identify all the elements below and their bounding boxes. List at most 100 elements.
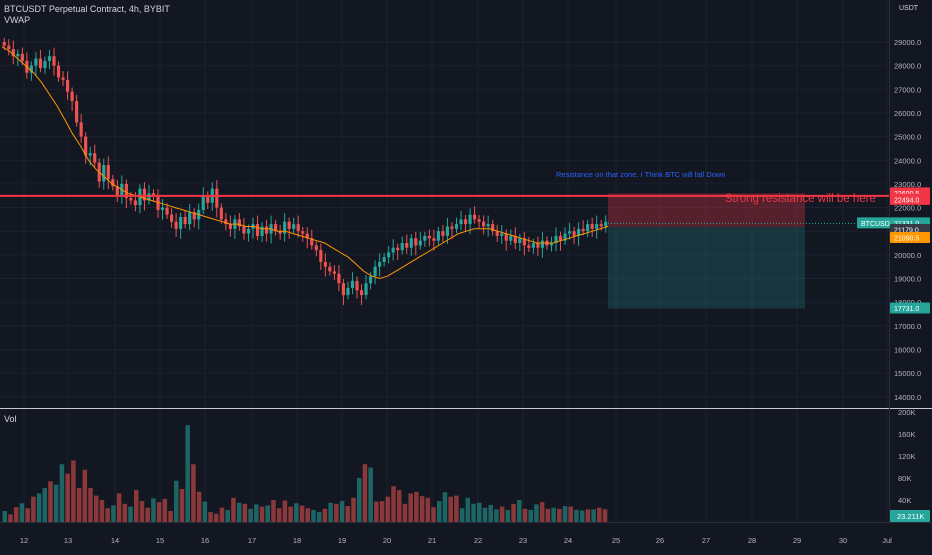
candle xyxy=(522,238,526,246)
candle xyxy=(368,276,373,284)
candle xyxy=(319,250,323,262)
indicator-label[interactable]: VWAP xyxy=(4,15,31,25)
volume-tick-label: 160K xyxy=(898,430,916,439)
candle xyxy=(396,247,400,251)
volume-bar xyxy=(151,498,156,522)
candle xyxy=(246,228,251,234)
time-tick-label: 25 xyxy=(612,536,620,545)
volume-bar xyxy=(431,507,436,522)
volume-bar xyxy=(351,497,356,522)
volume-bar xyxy=(356,478,362,522)
candle xyxy=(355,280,359,291)
volume-bar xyxy=(99,500,105,522)
candle xyxy=(274,224,278,232)
volume-bar xyxy=(82,469,88,522)
take-profit-zone[interactable] xyxy=(608,226,805,309)
candle xyxy=(473,214,477,220)
candle xyxy=(604,221,608,227)
time-axis: 12 13 14 15 16 17 18 19 20 21 22 23 24 25 26 27 28 29 30 Ju… xyxy=(20,536,892,545)
volume-bar xyxy=(265,505,270,522)
volume-bar xyxy=(156,502,162,522)
volume-bar xyxy=(568,506,573,522)
stop-loss-zone[interactable] xyxy=(608,193,805,227)
volume-bar xyxy=(42,487,48,522)
volume-bar xyxy=(522,508,528,522)
candle xyxy=(11,49,15,57)
candle xyxy=(20,53,24,61)
candle xyxy=(581,228,585,232)
candle xyxy=(142,188,147,201)
volume-bar xyxy=(379,501,385,522)
candle xyxy=(418,240,422,246)
candle xyxy=(482,221,486,227)
candle xyxy=(160,207,165,210)
candle xyxy=(400,243,404,251)
volume-bar xyxy=(574,509,579,522)
volume-bar xyxy=(128,506,133,522)
volume-axis: 200K 160K 120K 80K 40K 23.211K xyxy=(890,408,930,522)
candle xyxy=(292,224,296,229)
time-tick-label: 15 xyxy=(156,536,164,545)
volume-bar xyxy=(105,508,110,522)
vwap-line xyxy=(1,46,609,280)
candle xyxy=(165,207,169,215)
price-badge-text: BTCUSDT xyxy=(861,221,895,228)
candle xyxy=(219,207,223,220)
candle xyxy=(441,231,445,236)
candle xyxy=(595,224,599,229)
volume-pane-label[interactable]: Vol xyxy=(4,414,17,424)
resistance-box-label[interactable]: Strong resistance will be here xyxy=(725,193,876,205)
time-tick-label: 18 xyxy=(293,536,301,545)
candle xyxy=(115,186,119,196)
candle xyxy=(504,233,508,241)
volume-bar xyxy=(557,508,562,522)
candle xyxy=(531,243,535,248)
vwap-line[interactable] xyxy=(1,46,609,280)
volume-bar xyxy=(579,510,585,522)
candle xyxy=(590,224,594,229)
volume-bar xyxy=(408,493,413,522)
candle xyxy=(536,243,540,248)
candle xyxy=(215,188,219,208)
chart-title[interactable]: BTCUSDT Perpetual Contract, 4h, BYBIT xyxy=(4,4,170,14)
time-tick-label: 22 xyxy=(474,536,482,545)
annotation-text[interactable]: Resistance on that zone. I Think BTC wil… xyxy=(556,170,726,179)
price-tick-label: 27000.0 xyxy=(894,85,921,94)
volume-bar xyxy=(248,508,253,522)
price-badge-text: 21179.0 xyxy=(894,227,919,234)
candle xyxy=(577,228,581,236)
volume-bar xyxy=(53,484,59,522)
candle xyxy=(278,231,282,234)
candle xyxy=(364,283,368,296)
volume-bar xyxy=(111,505,116,522)
volume-bar xyxy=(133,490,139,522)
candle xyxy=(151,193,156,196)
volume-tick-label: 80K xyxy=(898,474,911,483)
volume-bar xyxy=(414,491,419,522)
volume-bar xyxy=(597,507,602,522)
time-tick-label: 20 xyxy=(383,536,391,545)
volume-bar xyxy=(305,508,311,522)
volume-bar xyxy=(459,508,465,522)
candle xyxy=(423,235,427,241)
candle xyxy=(16,53,20,57)
candle xyxy=(34,58,38,66)
candle xyxy=(527,245,531,248)
volume-bar xyxy=(168,511,173,522)
price-tick-label: 28000.0 xyxy=(894,62,921,71)
candle xyxy=(183,217,187,225)
candle xyxy=(255,224,260,236)
candle xyxy=(572,231,576,236)
volume-bar xyxy=(179,489,185,522)
volume-bar xyxy=(345,506,351,522)
candle xyxy=(359,290,364,296)
candle xyxy=(305,233,309,239)
price-tick-label: 16000.0 xyxy=(894,345,921,354)
candle xyxy=(56,65,61,78)
candle xyxy=(260,226,264,236)
volume-bar xyxy=(328,502,333,522)
time-tick-label: 17 xyxy=(248,536,256,545)
price-badge xyxy=(890,302,930,314)
